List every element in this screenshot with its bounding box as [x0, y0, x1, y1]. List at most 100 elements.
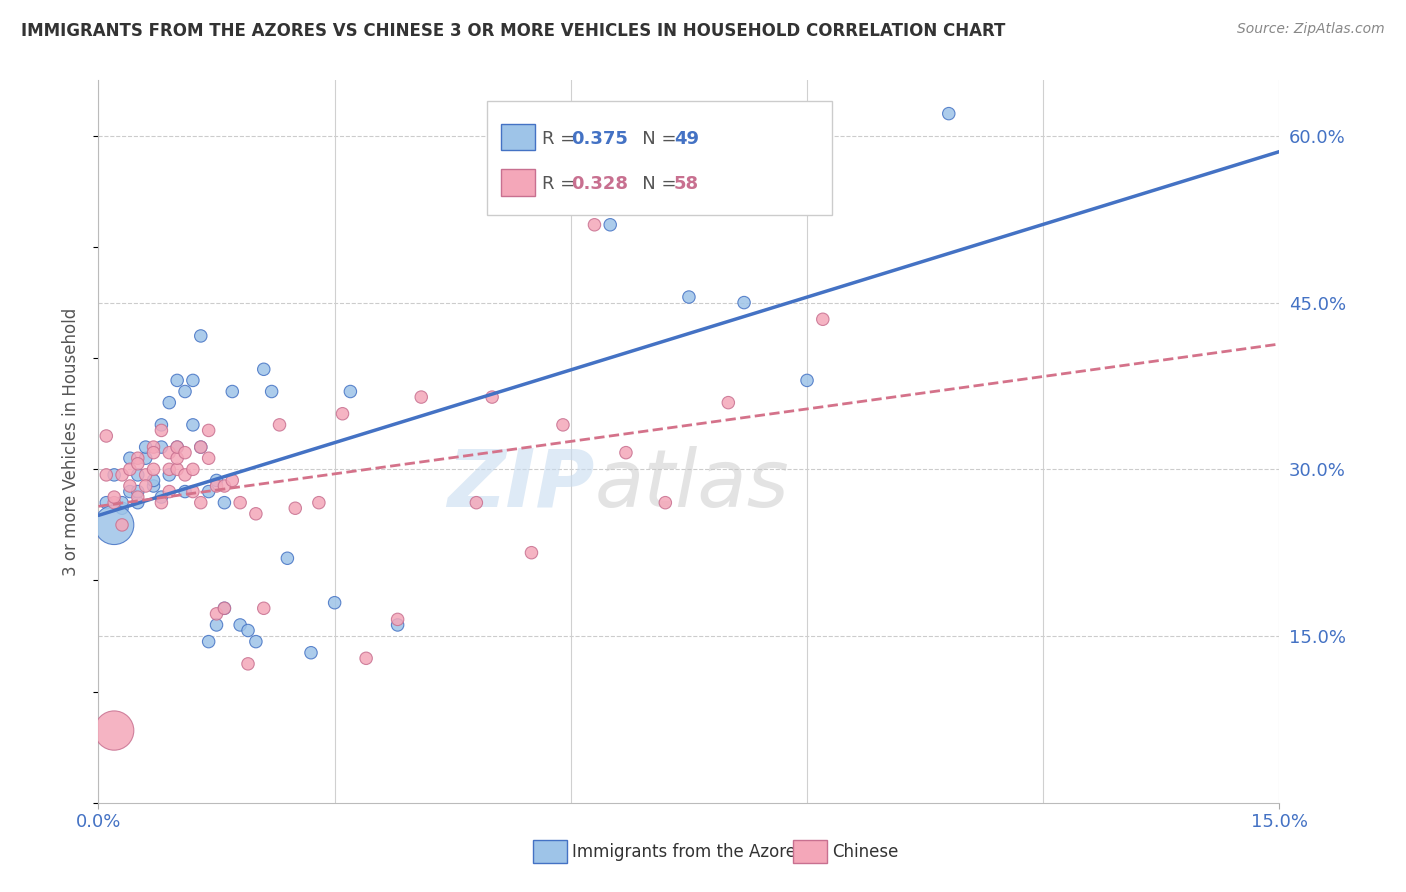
Point — [190, 329, 212, 343]
Point — [339, 384, 361, 399]
Point — [181, 373, 204, 387]
Point — [654, 496, 676, 510]
Point — [127, 490, 149, 504]
Point — [205, 479, 228, 493]
Point — [150, 424, 173, 438]
Point — [551, 417, 574, 432]
Text: Source: ZipAtlas.com: Source: ZipAtlas.com — [1237, 22, 1385, 37]
Point — [308, 496, 330, 510]
Point — [118, 479, 141, 493]
Point — [174, 467, 197, 482]
Point — [96, 429, 118, 443]
Point — [284, 501, 307, 516]
Point — [142, 462, 165, 476]
Point — [938, 106, 960, 120]
Text: IMMIGRANTS FROM THE AZORES VS CHINESE 3 OR MORE VEHICLES IN HOUSEHOLD CORRELATIO: IMMIGRANTS FROM THE AZORES VS CHINESE 3 … — [21, 22, 1005, 40]
Point — [157, 462, 180, 476]
Point — [205, 474, 228, 488]
Point — [135, 440, 157, 454]
Point — [166, 440, 188, 454]
Point — [269, 417, 291, 432]
Point — [229, 496, 252, 510]
Text: 49: 49 — [673, 130, 699, 148]
Point — [197, 634, 219, 648]
Point — [614, 445, 637, 459]
Point — [717, 395, 740, 409]
Point — [96, 467, 118, 482]
Point — [103, 517, 125, 532]
Text: ZIP: ZIP — [447, 446, 595, 524]
Point — [127, 496, 149, 510]
Text: 58: 58 — [673, 175, 699, 194]
Point — [150, 417, 173, 432]
Point — [103, 723, 125, 738]
Text: Immigrants from the Azores: Immigrants from the Azores — [572, 843, 806, 861]
Text: N =: N = — [624, 130, 682, 148]
Point — [96, 496, 118, 510]
Point — [214, 601, 236, 615]
Point — [127, 457, 149, 471]
Point — [796, 373, 818, 387]
Point — [150, 440, 173, 454]
Point — [127, 451, 149, 466]
Point — [111, 517, 134, 532]
Point — [157, 467, 180, 482]
Point — [190, 440, 212, 454]
Point — [142, 445, 165, 459]
Text: 0.375: 0.375 — [571, 130, 628, 148]
Point — [190, 440, 212, 454]
Point — [157, 445, 180, 459]
Point — [299, 646, 322, 660]
Point — [733, 295, 755, 310]
Point — [205, 618, 228, 632]
Point — [332, 407, 354, 421]
Point — [481, 390, 503, 404]
Point — [142, 474, 165, 488]
Point — [599, 218, 621, 232]
Point — [103, 496, 125, 510]
Point — [221, 474, 243, 488]
Point — [127, 467, 149, 482]
Point — [214, 479, 236, 493]
Point — [166, 451, 188, 466]
Point — [166, 373, 188, 387]
Point — [236, 624, 259, 638]
Point — [197, 451, 219, 466]
Point — [166, 440, 188, 454]
Point — [214, 601, 236, 615]
Text: Chinese: Chinese — [832, 843, 898, 861]
Point — [135, 479, 157, 493]
Point — [197, 484, 219, 499]
Point — [253, 601, 276, 615]
Point — [260, 384, 283, 399]
Text: R =: R = — [541, 130, 581, 148]
Point — [323, 596, 346, 610]
Point — [111, 467, 134, 482]
Point — [190, 496, 212, 510]
Point — [245, 634, 267, 648]
Text: R =: R = — [541, 175, 581, 194]
Point — [103, 490, 125, 504]
Point — [111, 501, 134, 516]
Point — [157, 484, 180, 499]
Point — [118, 451, 141, 466]
Point — [118, 462, 141, 476]
Text: N =: N = — [624, 175, 682, 194]
Text: 0.328: 0.328 — [571, 175, 628, 194]
Point — [150, 490, 173, 504]
Point — [276, 551, 298, 566]
Point — [354, 651, 377, 665]
Point — [135, 467, 157, 482]
Point — [387, 612, 409, 626]
Point — [135, 451, 157, 466]
Point — [174, 445, 197, 459]
Point — [229, 618, 252, 632]
Text: atlas: atlas — [595, 446, 789, 524]
Point — [205, 607, 228, 621]
Point — [127, 484, 149, 499]
Point — [236, 657, 259, 671]
Point — [181, 417, 204, 432]
Point — [811, 312, 834, 326]
Point — [245, 507, 267, 521]
Point — [678, 290, 700, 304]
